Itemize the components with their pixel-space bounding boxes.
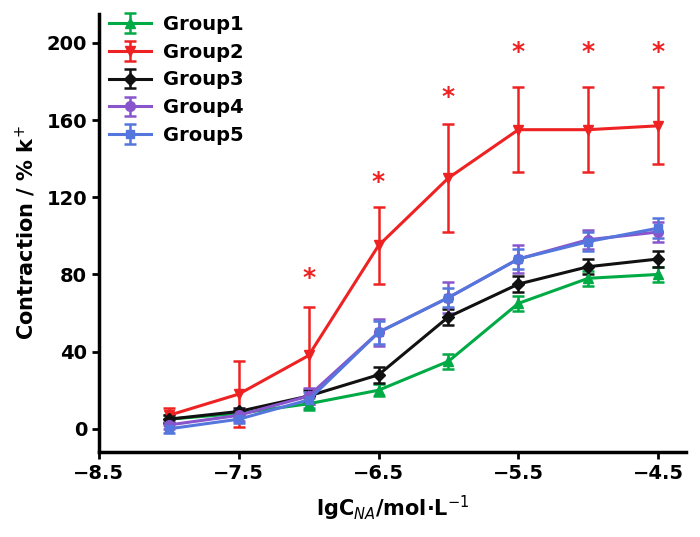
- Text: *: *: [442, 85, 455, 109]
- Text: *: *: [582, 40, 595, 64]
- Y-axis label: Contraction / % k$^{+}$: Contraction / % k$^{+}$: [14, 126, 38, 340]
- X-axis label: lgC$_{NA}$/mol·L$^{-1}$: lgC$_{NA}$/mol·L$^{-1}$: [316, 494, 469, 523]
- Text: *: *: [512, 40, 525, 64]
- Text: *: *: [652, 40, 665, 64]
- Legend: Group1, Group2, Group3, Group4, Group5: Group1, Group2, Group3, Group4, Group5: [108, 15, 244, 145]
- Text: *: *: [302, 266, 315, 291]
- Text: *: *: [372, 170, 385, 194]
